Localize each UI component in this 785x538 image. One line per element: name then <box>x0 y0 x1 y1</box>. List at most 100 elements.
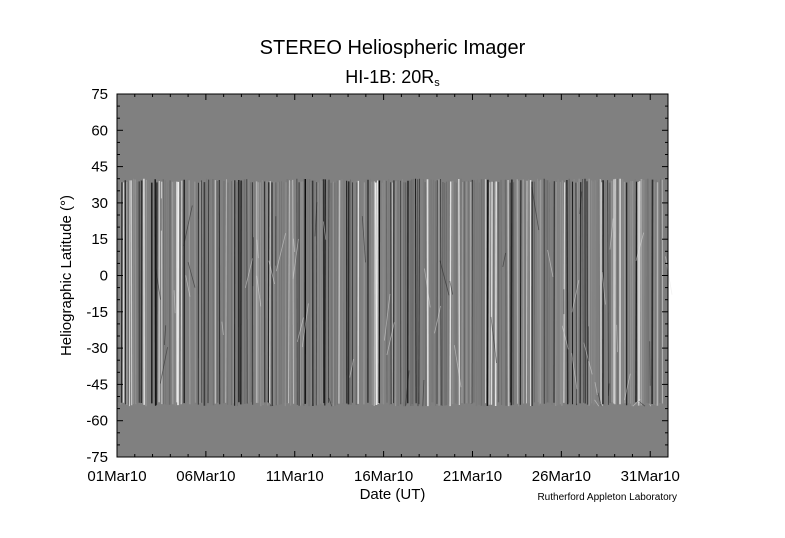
intensity-feature <box>635 232 645 262</box>
intensity-feature <box>594 399 600 407</box>
intensity-feature <box>434 305 441 334</box>
intensity-feature <box>314 202 318 237</box>
intensity-streak <box>392 180 395 404</box>
intensity-streak <box>592 181 595 406</box>
intensity-streak <box>488 182 491 405</box>
intensity-streak <box>315 182 318 406</box>
credit-text: Rutherford Appleton Laboratory <box>537 492 677 503</box>
intensity-streak <box>554 181 558 407</box>
intensity-streak <box>441 181 444 406</box>
intensity-streak <box>459 178 462 405</box>
intensity-streak <box>390 182 392 405</box>
intensity-streak <box>155 182 158 405</box>
intensity-streak <box>628 182 630 404</box>
intensity-streak <box>180 180 183 405</box>
intensity-streak <box>310 182 313 405</box>
intensity-feature <box>571 279 580 313</box>
intensity-feature <box>632 398 641 407</box>
x-axis-label: Date (UT) <box>360 486 426 503</box>
intensity-feature <box>405 370 410 407</box>
intensity-feature <box>531 187 540 231</box>
intensity-feature <box>649 341 651 386</box>
chart-title: STEREO Heliospheric Imager <box>259 37 526 59</box>
intensity-feature <box>183 205 193 246</box>
intensity-streak <box>429 179 432 406</box>
intensity-feature <box>594 382 598 395</box>
intensity-streak <box>642 179 645 404</box>
intensity-streak <box>507 179 510 407</box>
intensity-streak <box>205 178 208 406</box>
intensity-feature <box>361 216 366 263</box>
intensity-feature <box>609 218 614 250</box>
intensity-feature <box>422 379 425 407</box>
intensity-streak <box>383 180 385 405</box>
intensity-streak <box>173 180 177 406</box>
x-axis: 01Mar10 06Mar10 11Mar10 16Mar10 21Mar10 26Mar… <box>87 94 680 485</box>
intensity-streak <box>330 182 333 404</box>
intensity-streak <box>454 181 456 404</box>
intensity-feature <box>164 325 167 346</box>
intensity-streak <box>649 182 652 405</box>
y-tick-label: 60 <box>91 122 108 139</box>
intensity-streak <box>186 178 189 403</box>
intensity-streak <box>493 182 496 406</box>
intensity-feature <box>268 260 275 285</box>
intensity-streak <box>409 180 412 407</box>
intensity-streak <box>440 178 442 406</box>
intensity-feature <box>349 358 354 378</box>
intensity-streak <box>418 178 420 405</box>
intensity-streak <box>519 180 522 405</box>
intensity-feature <box>267 400 272 407</box>
intensity-streak <box>586 181 589 405</box>
intensity-streak <box>300 181 302 406</box>
intensity-feature <box>597 392 602 407</box>
intensity-feature <box>221 321 224 335</box>
intensity-feature <box>608 383 610 396</box>
intensity-streak <box>385 180 388 403</box>
intensity-streak <box>598 179 600 406</box>
intensity-streak <box>388 179 390 406</box>
intensity-feature <box>454 345 462 388</box>
intensity-streak <box>207 179 210 404</box>
intensity-feature <box>296 317 304 342</box>
intensity-streak <box>449 181 452 407</box>
intensity-streak <box>266 180 269 406</box>
intensity-streak <box>293 179 297 405</box>
y-tick-label: -45 <box>86 376 108 393</box>
intensity-feature <box>187 262 196 288</box>
intensity-feature <box>173 290 176 314</box>
intensity-streak <box>283 182 285 403</box>
intensity-streak <box>275 182 278 406</box>
intensity-streak <box>363 182 365 405</box>
x-tick-label: 11Mar10 <box>266 468 324 485</box>
intensity-feature <box>547 249 554 277</box>
intensity-streak <box>195 181 198 405</box>
intensity-streak <box>582 178 584 403</box>
intensity-streak <box>646 178 650 404</box>
y-axis-label: Heliographic Latitude (°) <box>58 195 75 356</box>
intensity-feature <box>616 324 618 353</box>
intensity-streak <box>288 180 290 404</box>
intensity-feature <box>601 272 606 305</box>
intensity-streak <box>257 182 259 403</box>
intensity-streak <box>349 179 352 405</box>
intensity-feature <box>490 316 497 364</box>
intensity-feature <box>185 275 191 297</box>
intensity-streak <box>630 181 632 404</box>
intensity-streak <box>412 178 415 406</box>
intensity-streak <box>306 178 308 404</box>
intensity-streak <box>261 180 264 406</box>
x-tick-label: 16Mar10 <box>354 468 413 485</box>
y-tick-label: 0 <box>100 268 108 285</box>
intensity-feature <box>155 268 161 300</box>
y-tick-label: -75 <box>86 449 108 466</box>
intensity-streak <box>500 179 503 406</box>
intensity-feature <box>579 191 583 215</box>
intensity-streak <box>168 180 171 405</box>
intensity-feature <box>328 397 333 407</box>
intensity-streak <box>557 179 559 406</box>
x-tick-label: 01Mar10 <box>87 468 146 485</box>
intensity-streak <box>374 182 378 406</box>
y-axis: 75 60 45 30 15 0 -15 -30 -45 -60 -75 <box>86 86 668 466</box>
intensity-streak <box>541 179 543 406</box>
